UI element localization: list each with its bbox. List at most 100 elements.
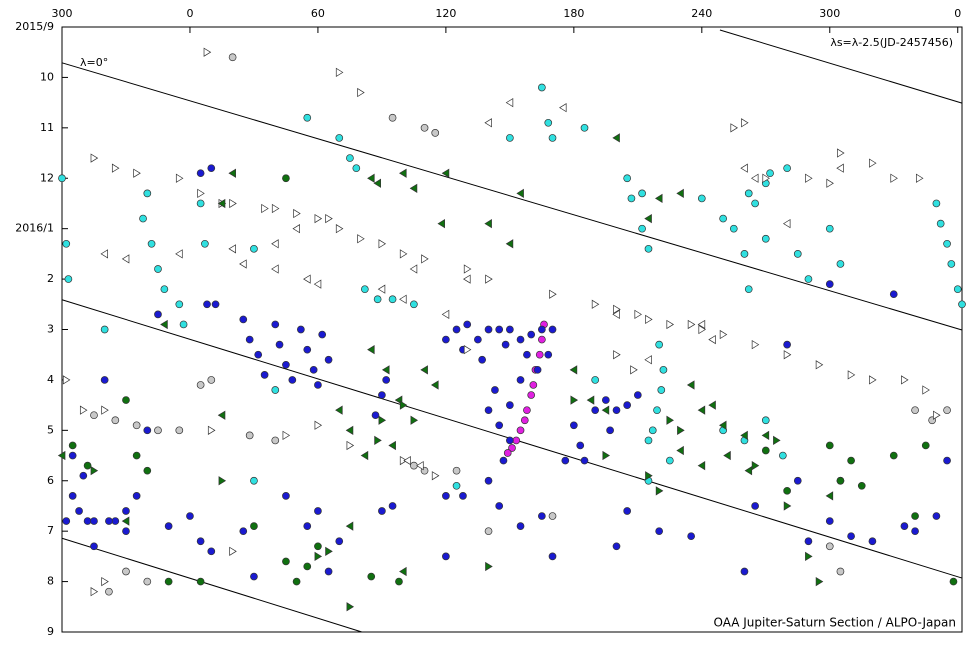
point xyxy=(357,234,365,244)
point xyxy=(793,250,802,258)
y-tick-label: 2 xyxy=(47,272,54,285)
point xyxy=(485,561,493,572)
point xyxy=(388,440,396,451)
point xyxy=(160,285,169,294)
point xyxy=(452,466,461,475)
point xyxy=(505,97,514,108)
point xyxy=(538,512,546,520)
point xyxy=(207,376,216,384)
point xyxy=(410,415,419,425)
point xyxy=(431,471,440,481)
point xyxy=(297,325,305,334)
point xyxy=(740,250,749,258)
point xyxy=(943,456,951,465)
point xyxy=(282,430,291,441)
y-tick-label: 2016/1 xyxy=(15,222,54,235)
point xyxy=(228,244,236,254)
point xyxy=(121,254,130,264)
point xyxy=(229,198,237,209)
point xyxy=(360,285,369,294)
point xyxy=(160,319,168,330)
point xyxy=(133,168,141,178)
point xyxy=(561,456,570,465)
x-tick-label: 180 xyxy=(563,7,584,20)
point xyxy=(68,492,77,500)
point xyxy=(132,451,141,460)
point xyxy=(271,436,280,445)
point xyxy=(576,441,585,450)
point xyxy=(478,355,486,364)
point xyxy=(228,168,236,178)
point xyxy=(804,275,813,283)
point xyxy=(805,551,813,562)
point xyxy=(484,218,492,229)
point xyxy=(655,527,664,536)
point xyxy=(239,527,248,536)
point xyxy=(889,451,898,460)
point xyxy=(335,537,344,546)
point xyxy=(314,551,323,562)
point xyxy=(111,517,120,525)
point xyxy=(250,244,258,253)
point xyxy=(730,123,738,133)
point xyxy=(139,214,147,223)
point xyxy=(741,118,749,128)
point xyxy=(441,168,450,178)
point xyxy=(943,406,951,415)
point xyxy=(345,425,354,435)
point xyxy=(495,502,504,510)
point xyxy=(890,173,898,183)
point xyxy=(602,450,611,461)
point xyxy=(889,290,898,299)
point xyxy=(271,239,279,249)
point xyxy=(122,507,130,515)
point xyxy=(345,521,354,531)
point xyxy=(452,325,461,334)
point xyxy=(825,224,834,233)
point xyxy=(111,163,120,173)
point xyxy=(548,134,557,142)
point xyxy=(207,425,216,435)
point xyxy=(591,376,600,384)
point xyxy=(527,391,536,399)
point xyxy=(783,486,791,495)
point xyxy=(335,224,344,234)
point xyxy=(612,133,620,143)
point xyxy=(245,335,254,344)
point xyxy=(207,164,216,173)
point xyxy=(463,264,472,274)
point xyxy=(228,53,237,62)
point xyxy=(90,466,99,476)
point xyxy=(409,183,418,193)
point xyxy=(527,330,536,339)
point xyxy=(111,416,120,425)
y-tick-label: 11 xyxy=(40,121,54,134)
point xyxy=(186,512,194,520)
point xyxy=(506,134,514,142)
point xyxy=(217,410,226,420)
point xyxy=(783,350,792,360)
point xyxy=(303,113,312,122)
x-tick-label: 300 xyxy=(819,7,840,20)
point xyxy=(676,445,684,456)
point xyxy=(570,395,579,405)
point xyxy=(569,421,578,430)
point xyxy=(783,501,792,511)
point xyxy=(260,371,269,379)
point xyxy=(474,335,482,344)
point xyxy=(90,517,98,525)
y-tick-label: 12 xyxy=(40,171,54,184)
point xyxy=(586,395,595,405)
point xyxy=(245,431,254,440)
point xyxy=(815,360,824,370)
point xyxy=(569,365,578,375)
point xyxy=(196,537,205,546)
point xyxy=(657,386,666,394)
point xyxy=(203,300,211,309)
point xyxy=(936,219,945,228)
point xyxy=(719,329,728,340)
point xyxy=(175,426,184,435)
point xyxy=(548,552,557,561)
point xyxy=(708,334,716,345)
point xyxy=(506,401,514,409)
